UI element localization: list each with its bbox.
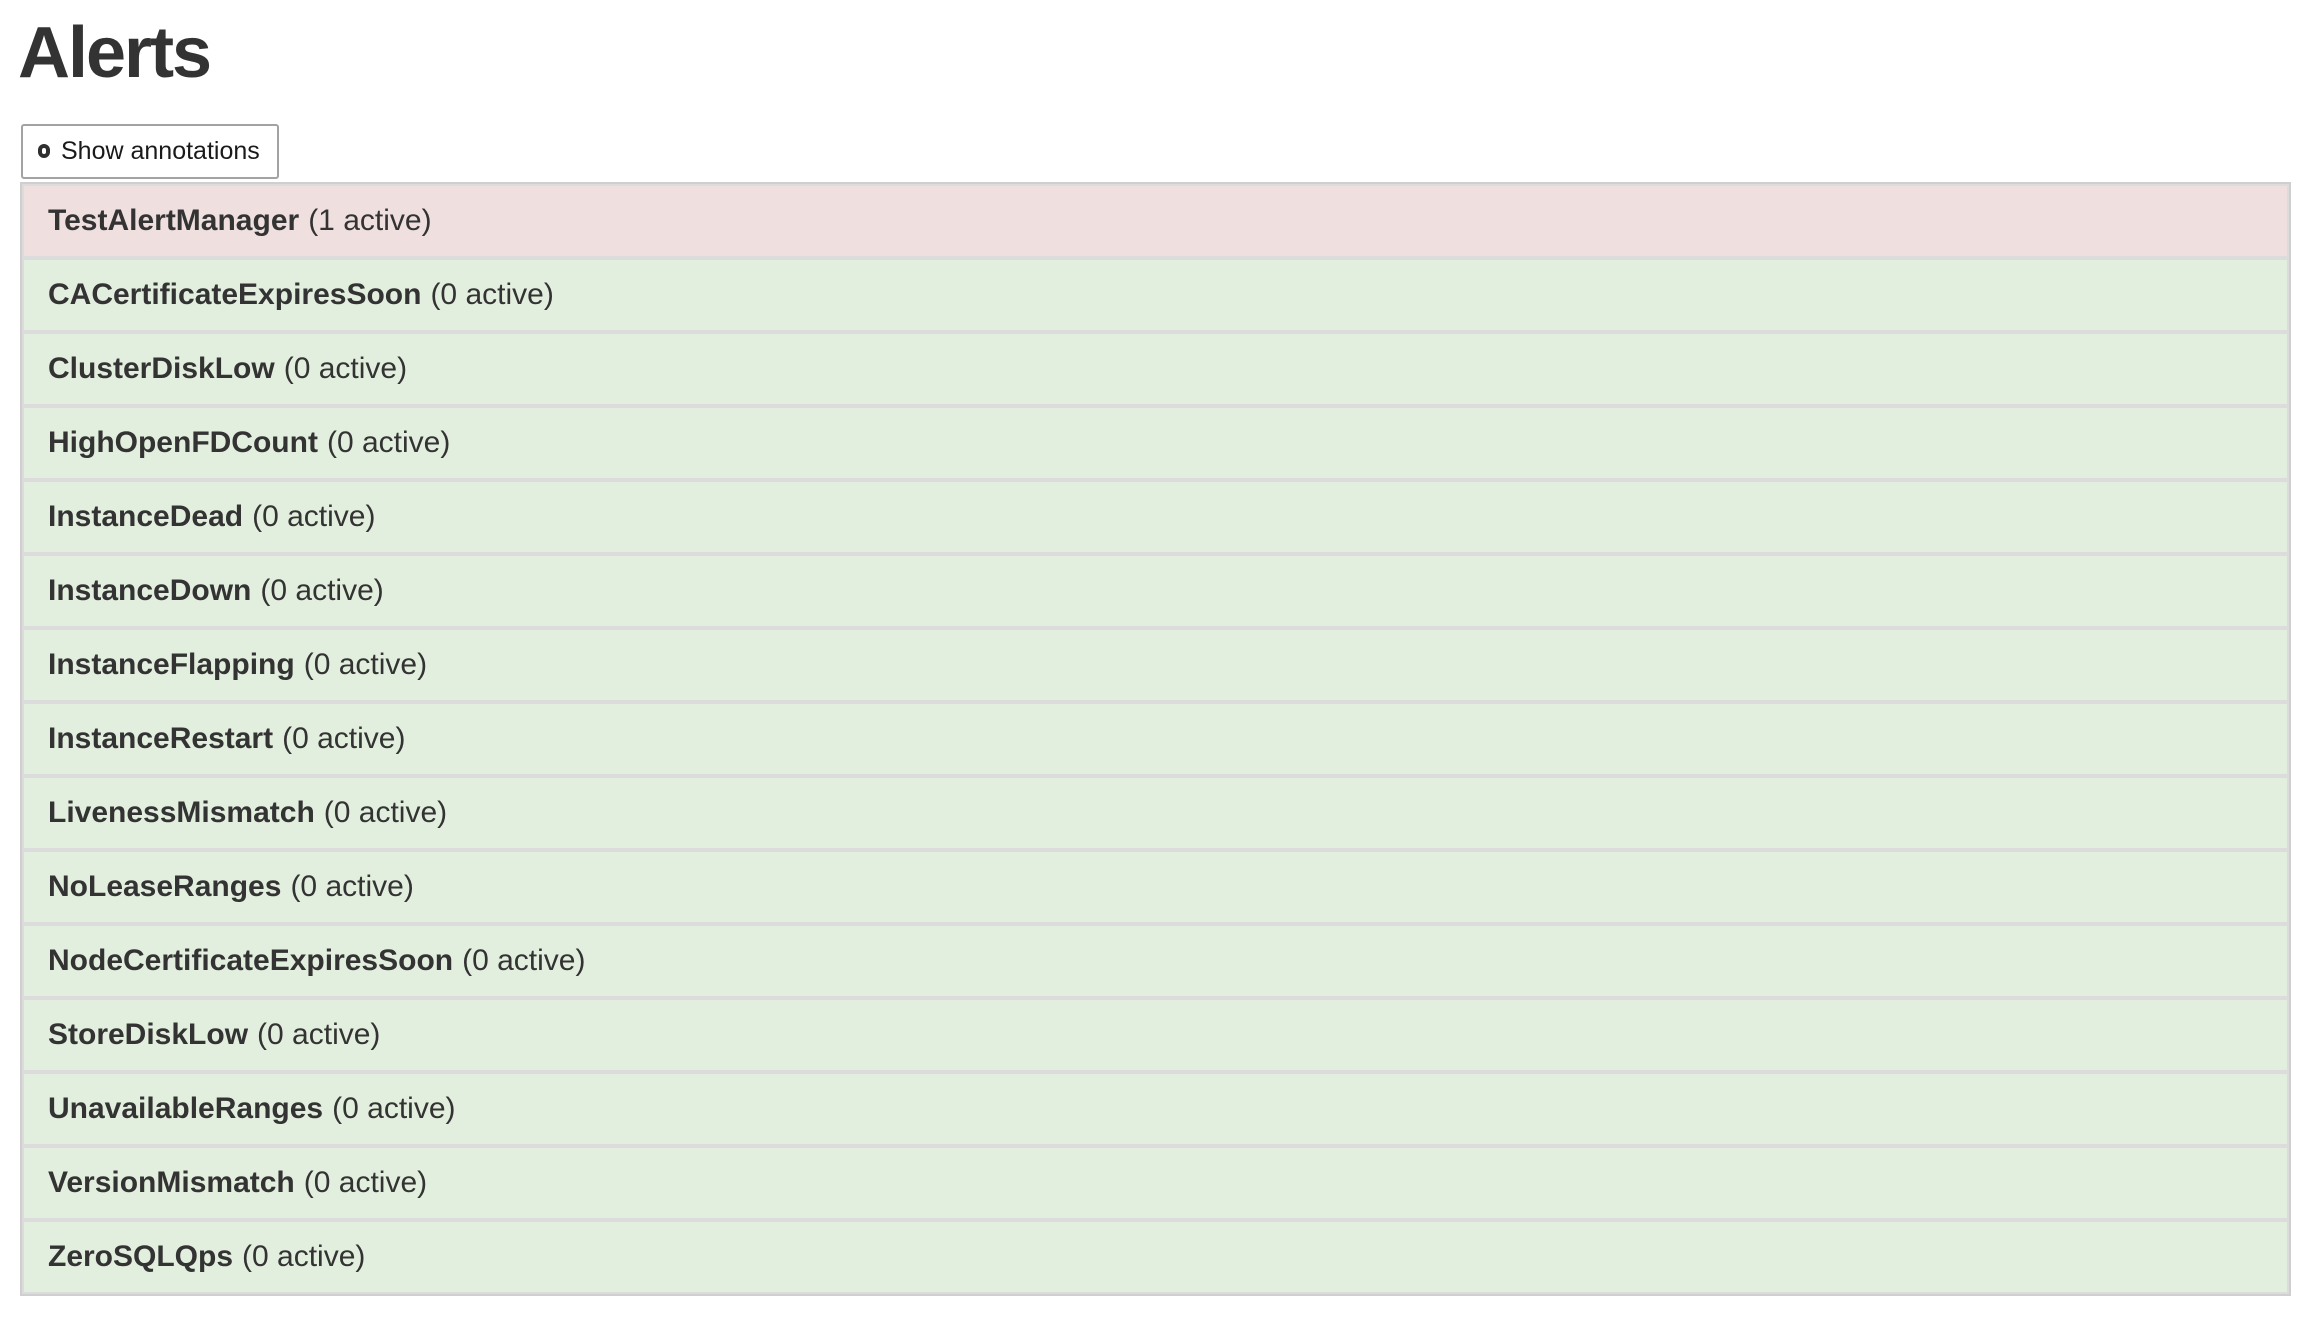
alert-active-count: (0 active): [282, 721, 406, 755]
alert-active-count: (0 active): [252, 499, 376, 533]
alert-active-count: (0 active): [260, 573, 384, 607]
alert-active-count: (0 active): [332, 1091, 456, 1125]
alert-row[interactable]: StoreDiskLow (0 active): [24, 999, 2287, 1070]
alert-name: HighOpenFDCount: [48, 425, 318, 459]
alert-row[interactable]: VersionMismatch (0 active): [24, 1147, 2287, 1218]
alert-row[interactable]: TestAlertManager (1 active): [24, 185, 2287, 256]
alert-name: LivenessMismatch: [48, 795, 315, 829]
alert-row[interactable]: NodeCertificateExpiresSoon (0 active): [24, 925, 2287, 996]
alert-name: StoreDiskLow: [48, 1017, 249, 1051]
alert-active-count: (0 active): [303, 647, 428, 681]
alert-name: VersionMismatch: [48, 1165, 295, 1199]
alert-list: TestAlertManager (1 active) CACertificat…: [20, 181, 2291, 1296]
alert-row[interactable]: HighOpenFDCount (0 active): [24, 407, 2287, 478]
alert-name: CACertificateExpiresSoon: [48, 277, 422, 311]
alert-name: ZeroSQLQps: [48, 1239, 234, 1273]
alert-row[interactable]: NoLeaseRanges (0 active): [24, 851, 2287, 922]
alert-row[interactable]: InstanceRestart (0 active): [24, 703, 2287, 774]
alert-name: InstanceDead: [48, 499, 244, 533]
alert-name: InstanceFlapping: [48, 647, 295, 681]
alert-name: ClusterDiskLow: [48, 351, 275, 385]
alert-row[interactable]: ClusterDiskLow (0 active): [24, 333, 2287, 404]
alerts-page: Alerts Show annotations TestAlertManager…: [18, 12, 2291, 1296]
page-title: Alerts: [18, 13, 212, 93]
alert-active-count: (0 active): [326, 425, 451, 459]
alert-active-count: (0 active): [430, 277, 554, 311]
alert-active-count: (0 active): [323, 795, 448, 829]
alert-name: TestAlertManager: [48, 203, 300, 237]
checkbox-unchecked-icon: [38, 144, 50, 159]
show-annotations-label: Show annotations: [61, 136, 260, 165]
alert-row[interactable]: InstanceDown (0 active): [24, 555, 2287, 626]
alert-active-count: (0 active): [290, 869, 414, 903]
alert-name: UnavailableRanges: [48, 1091, 324, 1125]
alert-active-count: (0 active): [283, 351, 408, 385]
alert-active-count: (0 active): [303, 1165, 428, 1199]
alert-active-count: (0 active): [257, 1017, 381, 1051]
alert-name: InstanceDown: [48, 573, 252, 607]
alert-row[interactable]: CACertificateExpiresSoon (0 active): [24, 259, 2287, 330]
alert-row[interactable]: InstanceFlapping (0 active): [24, 629, 2287, 700]
alert-active-count: (0 active): [462, 943, 586, 977]
show-annotations-button[interactable]: Show annotations: [21, 123, 279, 179]
alert-row[interactable]: LivenessMismatch (0 active): [24, 777, 2287, 848]
alert-name: InstanceRestart: [48, 721, 274, 755]
alert-active-count: (0 active): [242, 1239, 366, 1273]
alert-name: NoLeaseRanges: [48, 869, 282, 903]
alert-active-count: (1 active): [308, 203, 432, 237]
alert-row[interactable]: InstanceDead (0 active): [24, 481, 2287, 552]
alert-row[interactable]: ZeroSQLQps (0 active): [24, 1221, 2287, 1292]
alert-name: NodeCertificateExpiresSoon: [48, 943, 454, 977]
alert-row[interactable]: UnavailableRanges (0 active): [24, 1073, 2287, 1144]
